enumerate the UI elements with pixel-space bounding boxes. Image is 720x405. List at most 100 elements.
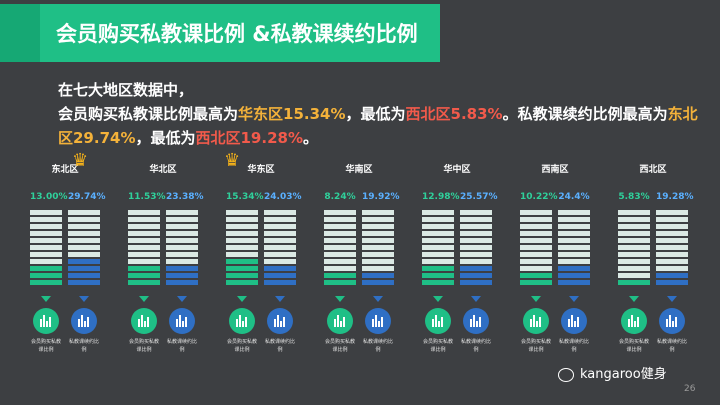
bar-segment xyxy=(264,280,296,285)
bar-segment xyxy=(362,266,394,271)
bar-segment xyxy=(656,280,688,285)
bar-segment xyxy=(128,273,160,278)
title-bar: 会员购买私教课比例 &私教课续约比例 xyxy=(0,0,720,64)
bar-segment xyxy=(264,210,296,215)
arrow-down-icon xyxy=(667,296,677,302)
bar-chart-glyph xyxy=(236,315,248,327)
bar-segment xyxy=(460,217,492,222)
region-panel: 华北区 11.53% 23.38% 会员购买私教课比例 私教课续约比例 xyxy=(118,160,208,360)
bar-segment xyxy=(656,252,688,257)
bar-segment xyxy=(324,210,356,215)
bar-segment xyxy=(68,252,100,257)
bar-segment xyxy=(68,259,100,264)
bar-segment xyxy=(30,259,62,264)
bar-segment xyxy=(30,210,62,215)
purchase-percent: 10.22% xyxy=(520,192,558,202)
bar-segment xyxy=(618,273,650,278)
bar-segment xyxy=(226,280,258,285)
bar-segment xyxy=(656,224,688,229)
bar-segment xyxy=(324,259,356,264)
bar-segment xyxy=(324,231,356,236)
bar-segment xyxy=(422,210,454,215)
bar-segment xyxy=(264,231,296,236)
arrow-down-icon xyxy=(41,296,51,302)
bar-chart-icon xyxy=(327,308,353,334)
bar-segment xyxy=(166,266,198,271)
arrow-down-icon xyxy=(335,296,345,302)
bar-segment xyxy=(618,224,650,229)
bar-segment xyxy=(166,280,198,285)
bar-segment xyxy=(520,252,552,257)
bar-segment xyxy=(362,231,394,236)
bar-segment xyxy=(520,231,552,236)
footer-brand: kangaroo健身 xyxy=(558,363,667,382)
intro-highest-renew: 东北区29.74% xyxy=(58,105,698,147)
bar-segment xyxy=(520,238,552,243)
intro-line2: 会员购买私教课比例最高为华东区15.34%，最低为西北区5.83%。私教课续约比… xyxy=(58,102,698,150)
bar-segment xyxy=(166,245,198,250)
bar-segment xyxy=(128,217,160,222)
bar-segment xyxy=(422,280,454,285)
bar-segment xyxy=(618,245,650,250)
region-panel: 东北区 ♛ 13.00% 29.74% 会员购买私教课比例 私教课续约比例 xyxy=(20,150,110,360)
bar-chart-glyph xyxy=(372,315,384,327)
renew-bar xyxy=(656,210,688,290)
purchase-bar xyxy=(128,210,160,290)
purchase-percent: 13.00% xyxy=(30,192,68,202)
arrow-down-icon xyxy=(569,296,579,302)
bar-segment xyxy=(30,224,62,229)
region-name: 西南区 xyxy=(541,165,569,175)
intro-line1: 在七大地区数据中， xyxy=(58,81,194,99)
crown-icon: ♛ xyxy=(224,150,241,171)
bar-segment xyxy=(362,224,394,229)
bar-segment xyxy=(30,252,62,257)
purchase-caption: 会员购买私教课比例 xyxy=(30,339,61,353)
region-panels: 东北区 ♛ 13.00% 29.74% 会员购买私教课比例 私教课续约比例 华北区 11.53… xyxy=(20,150,710,360)
bar-segment xyxy=(618,259,650,264)
bar-segment xyxy=(460,210,492,215)
bar-segment xyxy=(656,231,688,236)
bar-segment xyxy=(166,259,198,264)
purchase-bar xyxy=(618,210,650,290)
bar-segment xyxy=(68,231,100,236)
bar-segment xyxy=(656,259,688,264)
bar-segment xyxy=(324,273,356,278)
bar-segment xyxy=(422,224,454,229)
bar-segment xyxy=(128,238,160,243)
bar-segment xyxy=(558,259,590,264)
crown-icon: ♛ xyxy=(72,150,89,171)
intro-p7: ，最低为 xyxy=(135,129,196,147)
purchase-bar xyxy=(520,210,552,290)
bar-segment xyxy=(656,210,688,215)
renew-percent: 19.28% xyxy=(656,192,694,202)
bar-segment xyxy=(166,231,198,236)
renew-caption: 私教课续约比例 xyxy=(362,339,393,353)
bar-chart-icon xyxy=(33,308,59,334)
intro-highest-purchase: 华东区15.34% xyxy=(238,105,346,123)
bar-segment xyxy=(226,217,258,222)
renew-percent: 19.92% xyxy=(362,192,400,202)
bar-segment xyxy=(226,259,258,264)
bar-segment xyxy=(30,231,62,236)
bar-segment xyxy=(460,273,492,278)
bar-segment xyxy=(68,273,100,278)
bar-segment xyxy=(422,217,454,222)
purchase-bar xyxy=(226,210,258,290)
bar-chart-icon xyxy=(131,308,157,334)
bar-segment xyxy=(264,245,296,250)
renew-percent: 24.4% xyxy=(558,192,590,202)
wechat-icon xyxy=(558,367,574,382)
renew-caption: 私教课续约比例 xyxy=(68,339,99,353)
bar-segment xyxy=(128,231,160,236)
bar-segment xyxy=(618,280,650,285)
region-panel: 华南区 8.24% 19.92% 会员购买私教课比例 私教课续约比例 xyxy=(314,160,404,360)
region-name: 东北区 xyxy=(51,165,79,175)
bar-chart-glyph xyxy=(138,315,150,327)
purchase-caption: 会员购买私教课比例 xyxy=(422,339,453,353)
bar-segment xyxy=(68,224,100,229)
bar-segment xyxy=(166,217,198,222)
bar-segment xyxy=(520,259,552,264)
bar-segment xyxy=(460,238,492,243)
bar-segment xyxy=(520,280,552,285)
bar-chart-icon xyxy=(267,308,293,334)
